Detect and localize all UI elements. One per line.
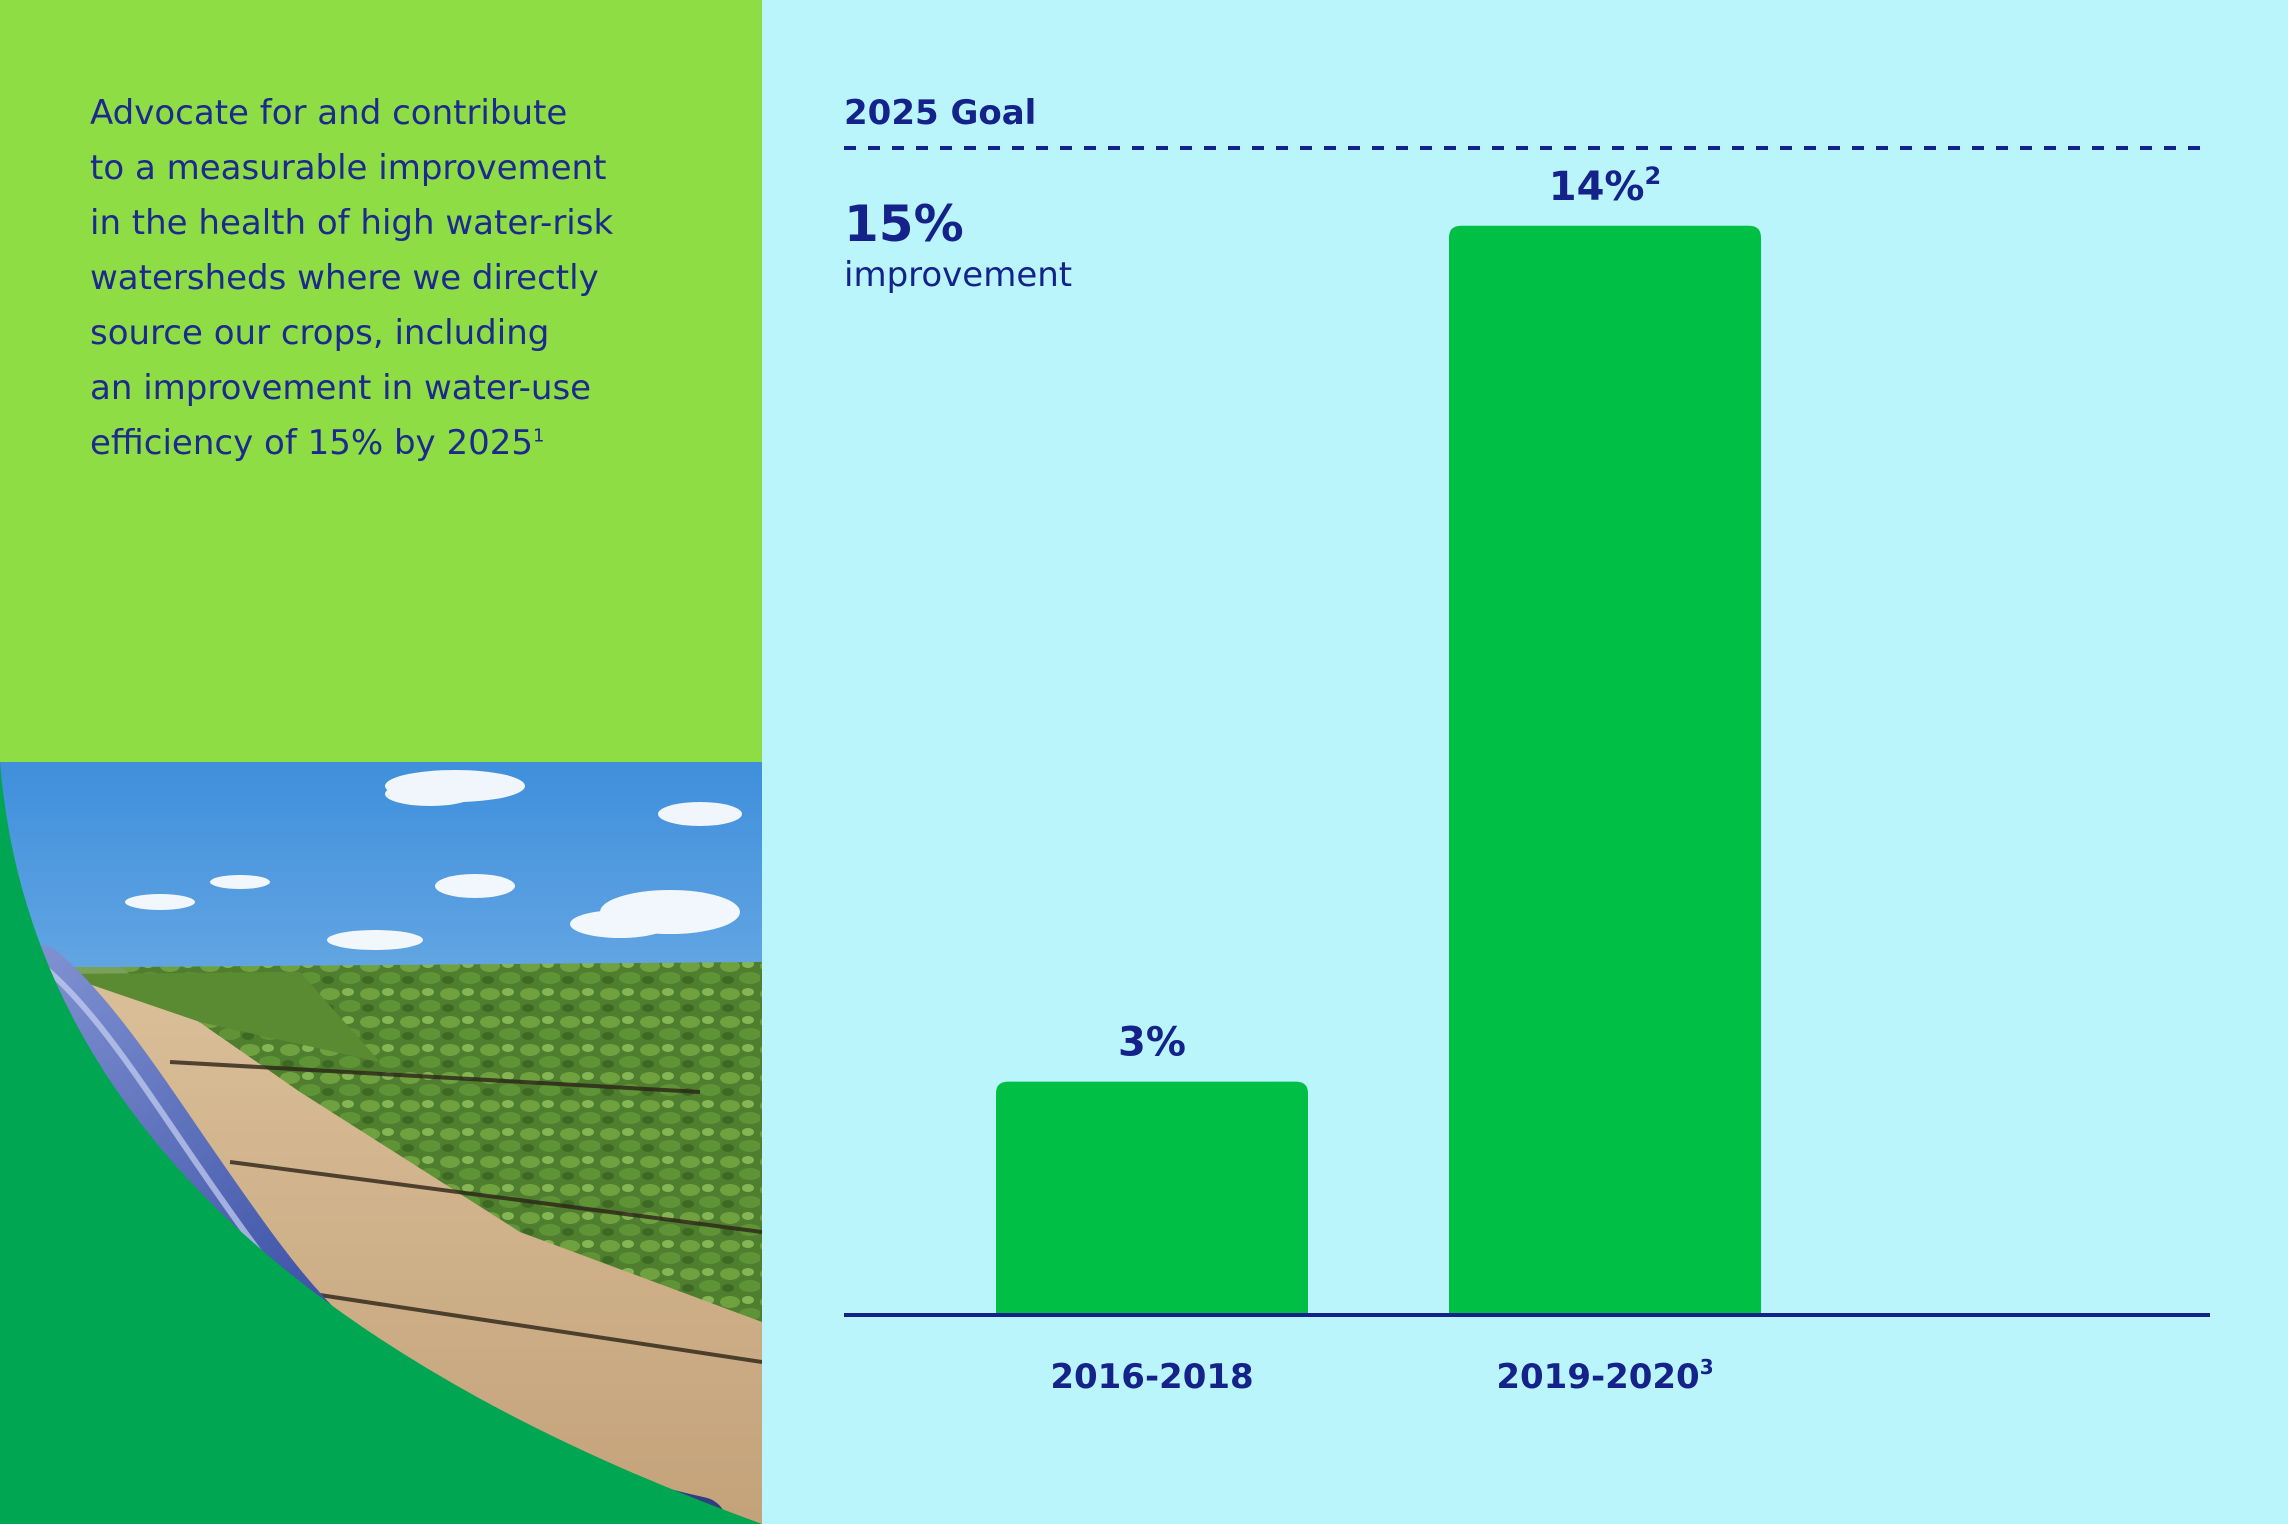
category-label: 2019-20203 — [1496, 1355, 1713, 1397]
goal-statement-line: source our crops, including — [90, 313, 550, 353]
goal-statement-line: Advocate for and contribute — [90, 93, 568, 133]
goal-value: 15% — [844, 195, 964, 253]
goal-statement-line: in the health of high water-risk — [90, 203, 614, 243]
left-panel: Advocate for and contribute to a measurab… — [0, 0, 762, 1524]
bars: 3% 2016-2018 14%2 2019-20203 — [996, 162, 1761, 1397]
bar-2016-2018 — [996, 1081, 1308, 1315]
goal-caption: improvement — [844, 255, 1072, 295]
category-footnote: 3 — [1700, 1355, 1714, 1379]
goal-statement-footnote: 1 — [533, 425, 545, 447]
goal-statement-line: to a measurable improvement — [90, 148, 607, 188]
bar-value-text: 3% — [1118, 1020, 1186, 1066]
goal-label: 2025 Goal — [844, 93, 1036, 133]
chart-panel: 2025 Goal 15% improvement 3% 2016-2018 14%… — [762, 0, 2288, 1524]
crop-field-photo — [0, 762, 762, 1524]
category-label: 2016-2018 — [1050, 1357, 1253, 1397]
bar-value-text: 14% — [1549, 164, 1645, 210]
goal-statement: Advocate for and contribute to a measurab… — [90, 86, 730, 471]
bar-value-label: 14%2 — [1549, 162, 1661, 210]
bar-chart: 2025 Goal 15% improvement 3% 2016-2018 14%… — [844, 93, 2210, 1397]
goal-statement-line: watersheds where we directly — [90, 258, 599, 298]
bar-value-footnote: 2 — [1645, 162, 1662, 190]
bar-2019-2020 — [1449, 225, 1761, 1315]
bar-value-label: 3% — [1118, 1020, 1186, 1066]
category-text: 2019-2020 — [1496, 1357, 1699, 1397]
goal-statement-line: efficiency of 15% by 2025 — [90, 423, 534, 463]
goal-statement-line: an improvement in water-use — [90, 368, 592, 408]
category-text: 2016-2018 — [1050, 1357, 1253, 1397]
